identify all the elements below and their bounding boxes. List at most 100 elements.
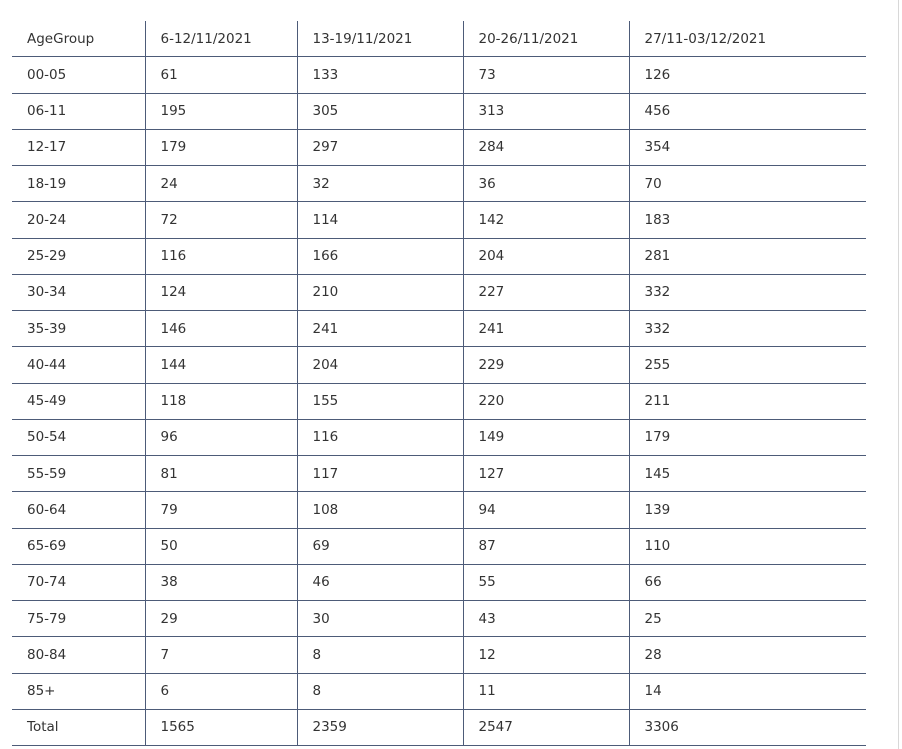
- value-cell: 43: [462, 600, 629, 638]
- value-cell: 110: [628, 528, 866, 565]
- value-cell: 38: [144, 564, 297, 602]
- value-cell: 108: [296, 491, 463, 529]
- table-row: 75-79 29 30 43 25: [12, 600, 866, 638]
- value-cell: 127: [462, 455, 629, 493]
- table-row: 00-05 61 133 73 126: [12, 56, 866, 94]
- value-cell: 456: [628, 93, 866, 130]
- value-cell: 179: [628, 419, 866, 457]
- value-cell: 166: [296, 238, 463, 275]
- age-group-cell: 85+: [12, 673, 145, 710]
- value-cell: 8: [296, 673, 463, 710]
- value-cell: 79: [144, 491, 297, 529]
- table-row: 20-24 72 114 142 183: [12, 201, 866, 239]
- age-group-cell: AgeGroup: [12, 21, 145, 58]
- value-cell: 305: [296, 93, 463, 130]
- value-cell: 126: [628, 56, 866, 94]
- age-group-cases-table: AgeGroup 6-12/11/2021 13-19/11/2021 20-26/1…: [12, 21, 866, 747]
- value-cell: 116: [296, 419, 463, 457]
- value-cell: 255: [628, 346, 866, 384]
- table-row: 12-17 179 297 284 354: [12, 129, 866, 167]
- value-cell: 3306: [628, 709, 866, 747]
- age-group-cell: Total: [12, 709, 145, 747]
- table-row: 65-69 50 69 87 110: [12, 528, 866, 565]
- value-cell: 20-26/11/2021: [462, 21, 629, 58]
- value-cell: 14: [628, 673, 866, 710]
- table-row: 18-19 24 32 36 70: [12, 165, 866, 203]
- value-cell: 149: [462, 419, 629, 457]
- value-cell: 179: [144, 129, 297, 167]
- table-row: 60-64 79 108 94 139: [12, 491, 866, 529]
- age-group-cell: 18-19: [12, 165, 145, 203]
- table-row: 25-29 116 166 204 281: [12, 238, 866, 275]
- header-row: AgeGroup 6-12/11/2021 13-19/11/2021 20-26/1…: [12, 21, 866, 58]
- value-cell: 133: [296, 56, 463, 94]
- value-cell: 139: [628, 491, 866, 529]
- age-group-cell: 25-29: [12, 238, 145, 275]
- value-cell: 297: [296, 129, 463, 167]
- value-cell: 241: [462, 310, 629, 348]
- value-cell: 24: [144, 165, 297, 203]
- value-cell: 284: [462, 129, 629, 167]
- value-cell: 195: [144, 93, 297, 130]
- value-cell: 220: [462, 383, 629, 420]
- value-cell: 227: [462, 274, 629, 312]
- value-cell: 145: [628, 455, 866, 493]
- value-cell: 116: [144, 238, 297, 275]
- value-cell: 70: [628, 165, 866, 203]
- age-group-cell: 45-49: [12, 383, 145, 420]
- value-cell: 72: [144, 201, 297, 239]
- table-row: 06-11 195 305 313 456: [12, 93, 866, 130]
- value-cell: 69: [296, 528, 463, 565]
- value-cell: 332: [628, 310, 866, 348]
- age-group-cell: 00-05: [12, 56, 145, 94]
- value-cell: 204: [296, 346, 463, 384]
- value-cell: 7: [144, 636, 297, 674]
- table-row: 55-59 81 117 127 145: [12, 455, 866, 493]
- value-cell: 1565: [144, 709, 297, 747]
- age-group-cell: 80-84: [12, 636, 145, 674]
- value-cell: 66: [628, 564, 866, 602]
- value-cell: 354: [628, 129, 866, 167]
- value-cell: 87: [462, 528, 629, 565]
- age-group-cell: 30-34: [12, 274, 145, 312]
- value-cell: 229: [462, 346, 629, 384]
- value-cell: 73: [462, 56, 629, 94]
- value-cell: 211: [628, 383, 866, 420]
- age-group-cell: 75-79: [12, 600, 145, 638]
- age-group-cell: 06-11: [12, 93, 145, 130]
- table-row: 30-34 124 210 227 332: [12, 274, 866, 312]
- table-row: 80-84 7 8 12 28: [12, 636, 866, 674]
- value-cell: 2359: [296, 709, 463, 747]
- value-cell: 12: [462, 636, 629, 674]
- page-edge-divider: [898, 0, 899, 749]
- value-cell: 2547: [462, 709, 629, 747]
- value-cell: 30: [296, 600, 463, 638]
- value-cell: 61: [144, 56, 297, 94]
- value-cell: 81: [144, 455, 297, 493]
- value-cell: 332: [628, 274, 866, 312]
- value-cell: 142: [462, 201, 629, 239]
- value-cell: 36: [462, 165, 629, 203]
- value-cell: 118: [144, 383, 297, 420]
- value-cell: 13-19/11/2021: [296, 21, 463, 58]
- value-cell: 46: [296, 564, 463, 602]
- value-cell: 313: [462, 93, 629, 130]
- value-cell: 155: [296, 383, 463, 420]
- value-cell: 8: [296, 636, 463, 674]
- value-cell: 27/11-03/12/2021: [628, 21, 866, 58]
- value-cell: 210: [296, 274, 463, 312]
- table-row: 40-44 144 204 229 255: [12, 346, 866, 384]
- value-cell: 117: [296, 455, 463, 493]
- value-cell: 6-12/11/2021: [144, 21, 297, 58]
- value-cell: 29: [144, 600, 297, 638]
- value-cell: 204: [462, 238, 629, 275]
- value-cell: 25: [628, 600, 866, 638]
- value-cell: 28: [628, 636, 866, 674]
- age-group-cell: 60-64: [12, 491, 145, 529]
- table-row: 85+ 6 8 11 14: [12, 673, 866, 710]
- value-cell: 11: [462, 673, 629, 710]
- age-group-cell: 50-54: [12, 419, 145, 457]
- value-cell: 55: [462, 564, 629, 602]
- value-cell: 96: [144, 419, 297, 457]
- age-group-cell: 55-59: [12, 455, 145, 493]
